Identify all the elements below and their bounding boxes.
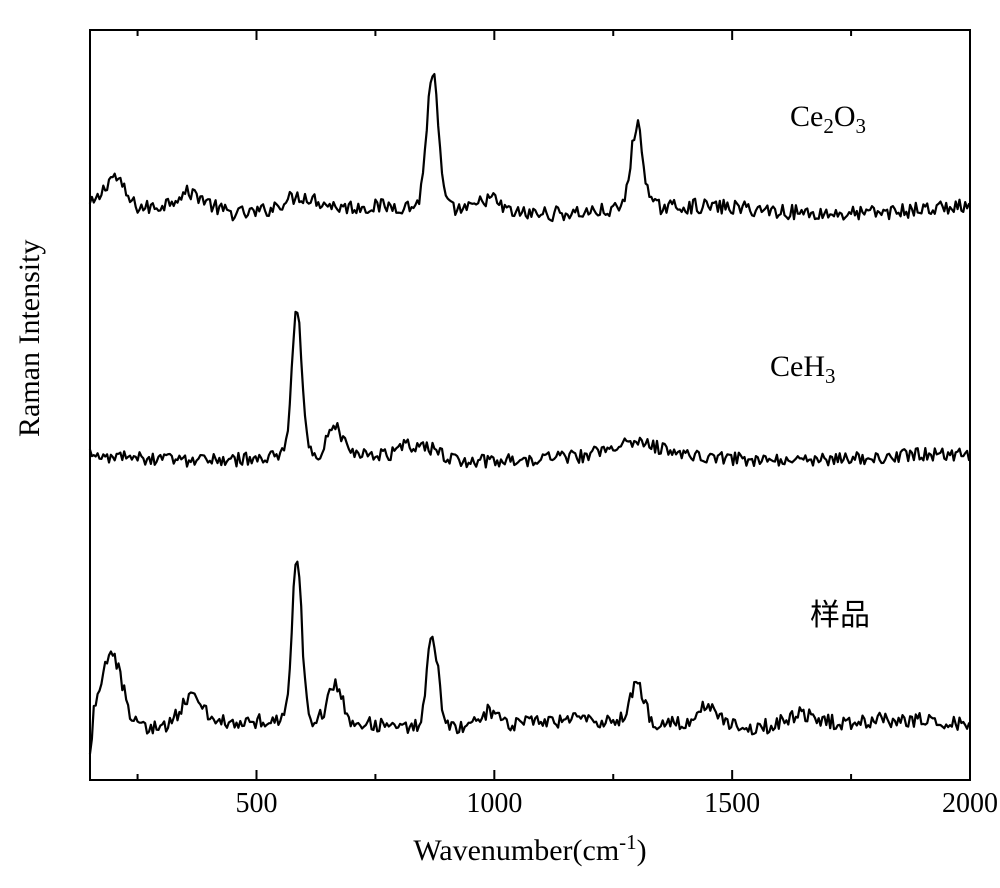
x-axis-label: Wavenumber(cm-1) — [413, 830, 646, 868]
x-tick-label: 1500 — [704, 788, 760, 820]
series-label-CeH3: CeH3 — [770, 350, 836, 389]
x-tick-label: 2000 — [942, 788, 998, 820]
y-axis-label: Raman Intensity — [13, 397, 47, 437]
x-axis-label-close: ) — [637, 834, 647, 867]
series-label-Ce2O3: Ce2O3 — [790, 100, 866, 139]
x-tick-label: 1000 — [466, 788, 522, 820]
x-axis-label-sup: -1 — [619, 830, 637, 854]
raman-chart: Raman Intensity Wavenumber(cm-1) Ce2O3 Ce… — [0, 0, 1000, 888]
x-tick-label: 500 — [235, 788, 277, 820]
y-axis-label-text: Raman Intensity — [13, 240, 46, 437]
x-axis-label-text: Wavenumber(cm — [413, 834, 619, 867]
series-label-sample: 样品 — [810, 590, 870, 634]
